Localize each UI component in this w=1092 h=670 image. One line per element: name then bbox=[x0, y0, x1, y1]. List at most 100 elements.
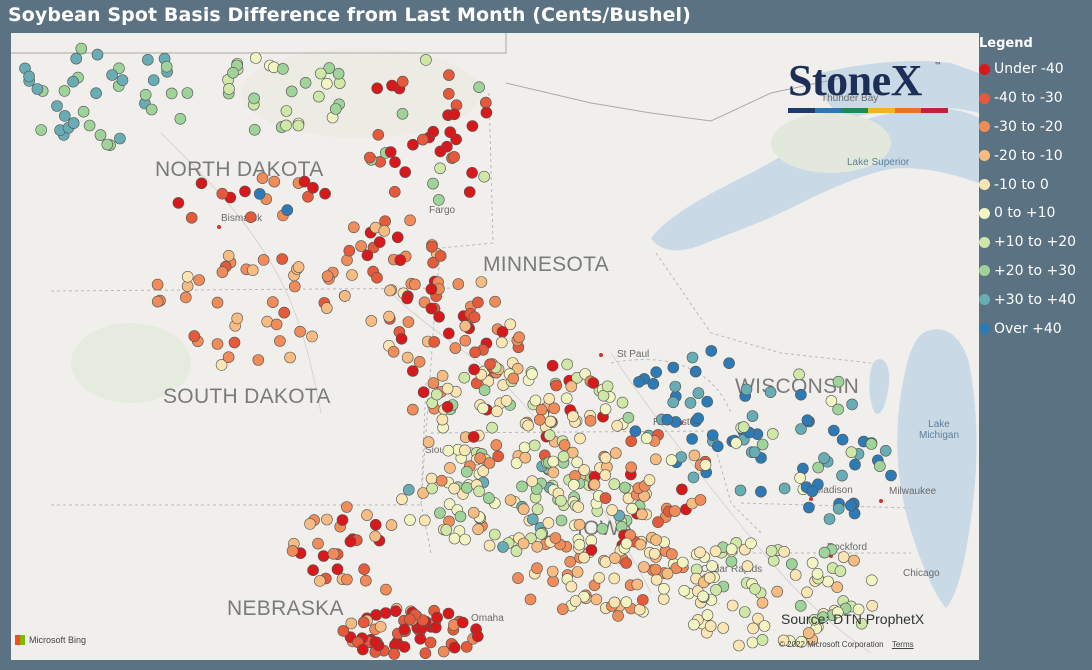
basis-dot[interactable] bbox=[730, 437, 742, 449]
basis-dot[interactable] bbox=[789, 569, 802, 581]
basis-dot[interactable] bbox=[767, 554, 780, 567]
basis-dot[interactable] bbox=[216, 187, 229, 200]
legend-item[interactable]: +30 to +40 bbox=[979, 285, 1089, 314]
basis-dot[interactable] bbox=[478, 170, 491, 183]
basis-dot[interactable] bbox=[543, 392, 556, 405]
basis-dot[interactable] bbox=[409, 278, 421, 291]
basis-dot[interactable] bbox=[427, 177, 439, 190]
basis-dot[interactable] bbox=[667, 361, 680, 374]
basis-dot[interactable] bbox=[711, 440, 724, 453]
basis-dot[interactable] bbox=[343, 244, 356, 257]
basis-dot[interactable] bbox=[667, 396, 680, 409]
basis-dot[interactable] bbox=[463, 186, 476, 198]
legend-item[interactable]: 0 to +10 bbox=[979, 199, 1089, 228]
basis-dot[interactable] bbox=[434, 250, 447, 262]
basis-dot[interactable] bbox=[625, 461, 638, 474]
basis-dot[interactable] bbox=[449, 342, 462, 354]
basis-dot[interactable] bbox=[801, 586, 813, 599]
basis-dot[interactable] bbox=[477, 402, 489, 415]
basis-dot[interactable] bbox=[490, 439, 503, 451]
basis-dot[interactable] bbox=[245, 211, 257, 223]
basis-dot[interactable] bbox=[459, 320, 472, 332]
basis-dot[interactable] bbox=[687, 471, 700, 484]
basis-dot[interactable] bbox=[795, 423, 807, 435]
basis-dot[interactable] bbox=[266, 296, 279, 308]
basis-dot[interactable] bbox=[701, 395, 714, 408]
basis-dot[interactable] bbox=[832, 403, 844, 416]
basis-dot[interactable] bbox=[692, 387, 705, 399]
basis-dot[interactable] bbox=[432, 194, 445, 206]
basis-dot[interactable] bbox=[427, 256, 439, 269]
basis-dot[interactable] bbox=[23, 70, 35, 83]
basis-dot[interactable] bbox=[211, 338, 224, 350]
basis-dot[interactable] bbox=[386, 79, 398, 92]
basis-dot[interactable] bbox=[531, 562, 543, 575]
basis-dot[interactable] bbox=[831, 606, 844, 619]
basis-dot[interactable] bbox=[578, 551, 590, 564]
basis-dot[interactable] bbox=[407, 138, 419, 151]
basis-dot[interactable] bbox=[336, 514, 349, 526]
basis-dot[interactable] bbox=[489, 295, 501, 308]
basis-dot[interactable] bbox=[371, 82, 384, 95]
basis-dot[interactable] bbox=[612, 610, 624, 622]
basis-dot[interactable] bbox=[531, 503, 544, 516]
basis-dot[interactable] bbox=[500, 394, 513, 407]
basis-dot[interactable] bbox=[764, 386, 777, 399]
basis-dot[interactable] bbox=[472, 523, 484, 536]
basis-dot[interactable] bbox=[181, 87, 194, 99]
basis-dot[interactable] bbox=[747, 622, 759, 635]
basis-map[interactable]: NORTH DAKOTA MINNESOTA SOUTH DAKOTA WISC… bbox=[11, 33, 979, 660]
basis-dot[interactable] bbox=[394, 254, 407, 266]
basis-dot[interactable] bbox=[608, 596, 621, 609]
basis-dot[interactable] bbox=[456, 616, 469, 629]
basis-dot[interactable] bbox=[181, 271, 194, 283]
basis-dot[interactable] bbox=[389, 156, 401, 168]
basis-dot[interactable] bbox=[794, 599, 807, 612]
basis-dot[interactable] bbox=[388, 186, 401, 198]
basis-dot[interactable] bbox=[314, 67, 327, 80]
basis-dot[interactable] bbox=[437, 645, 450, 658]
basis-dot[interactable] bbox=[391, 231, 404, 244]
basis-dot[interactable] bbox=[528, 439, 541, 452]
basis-dot[interactable] bbox=[466, 120, 479, 132]
basis-dot[interactable] bbox=[441, 400, 454, 413]
basis-dot[interactable] bbox=[388, 648, 401, 660]
basis-dot[interactable] bbox=[650, 534, 662, 546]
basis-dot[interactable] bbox=[778, 545, 790, 558]
basis-dot[interactable] bbox=[320, 302, 333, 314]
basis-dot[interactable] bbox=[802, 627, 815, 639]
basis-dot[interactable] bbox=[865, 438, 878, 450]
basis-dot[interactable] bbox=[648, 547, 661, 560]
basis-dot[interactable] bbox=[801, 414, 814, 427]
basis-dot[interactable] bbox=[425, 302, 438, 315]
basis-dot[interactable] bbox=[823, 513, 836, 525]
basis-dot[interactable] bbox=[67, 75, 79, 88]
basis-dot[interactable] bbox=[70, 52, 82, 65]
legend-item[interactable]: -30 to -20 bbox=[979, 113, 1089, 142]
basis-dot[interactable] bbox=[517, 503, 530, 516]
basis-dot[interactable] bbox=[369, 518, 382, 531]
basis-dot[interactable] bbox=[650, 573, 663, 586]
basis-dot[interactable] bbox=[425, 283, 438, 296]
basis-dot[interactable] bbox=[332, 67, 345, 80]
basis-dot[interactable] bbox=[369, 636, 382, 649]
basis-dot[interactable] bbox=[469, 346, 481, 359]
basis-dot[interactable] bbox=[778, 482, 791, 495]
basis-dot[interactable] bbox=[885, 469, 897, 482]
basis-dot[interactable] bbox=[608, 478, 621, 490]
basis-dot[interactable] bbox=[513, 331, 525, 344]
legend-item[interactable]: Over +40 bbox=[979, 314, 1089, 343]
basis-dot[interactable] bbox=[647, 377, 660, 390]
basis-dot[interactable] bbox=[280, 105, 293, 117]
basis-dot[interactable] bbox=[384, 146, 397, 158]
basis-dot[interactable] bbox=[609, 552, 621, 565]
basis-dot[interactable] bbox=[317, 550, 330, 562]
basis-dot[interactable] bbox=[565, 380, 578, 393]
basis-dot[interactable] bbox=[195, 177, 208, 190]
basis-dot[interactable] bbox=[717, 622, 730, 634]
basis-dot[interactable] bbox=[433, 310, 445, 323]
basis-dot[interactable] bbox=[518, 441, 531, 454]
basis-dot[interactable] bbox=[749, 583, 761, 595]
basis-dot[interactable] bbox=[616, 396, 629, 409]
basis-dot[interactable] bbox=[448, 482, 461, 495]
